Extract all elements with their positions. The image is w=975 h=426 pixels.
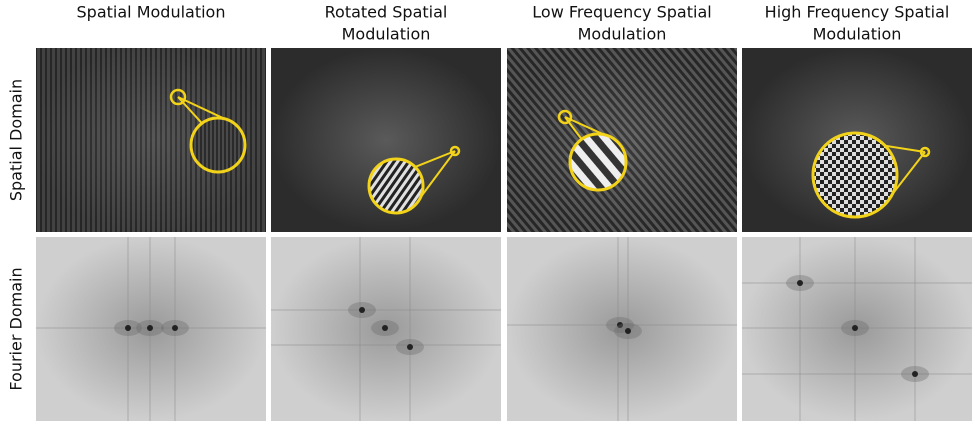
- spectrum-peak: [359, 307, 365, 313]
- row-label: Spatial Domain: [7, 79, 26, 201]
- spectrum-peak: [407, 344, 413, 350]
- column-title: Rotated Spatial: [325, 3, 448, 22]
- row-label: Fourier Domain: [7, 267, 26, 390]
- spectrum-peak: [797, 280, 803, 286]
- column-title: Spatial Modulation: [77, 3, 226, 22]
- column-title: Modulation: [578, 25, 667, 44]
- spectrum-peak: [382, 325, 388, 331]
- zoom-lens: [570, 134, 626, 190]
- spectrum-peak: [912, 371, 918, 377]
- zoom-lens: [813, 133, 897, 217]
- zoom-lens: [191, 118, 245, 172]
- zoom-lens: [369, 159, 423, 213]
- spectrum-peak: [125, 325, 131, 331]
- column-title: High Frequency Spatial: [765, 3, 950, 22]
- spectrum-peak: [172, 325, 178, 331]
- spectrum-peak: [852, 325, 858, 331]
- column-title: Modulation: [813, 25, 902, 44]
- column-title: Low Frequency Spatial: [532, 3, 711, 22]
- page: Spatial Modulation Rotated Spatial Modulat…: [0, 0, 975, 426]
- spectrum-peak: [147, 325, 153, 331]
- figure: Spatial Modulation Rotated Spatial Modulat…: [0, 0, 975, 422]
- image-shade: [507, 48, 737, 232]
- spectrum-peak: [625, 328, 631, 334]
- column-title: Modulation: [342, 25, 431, 44]
